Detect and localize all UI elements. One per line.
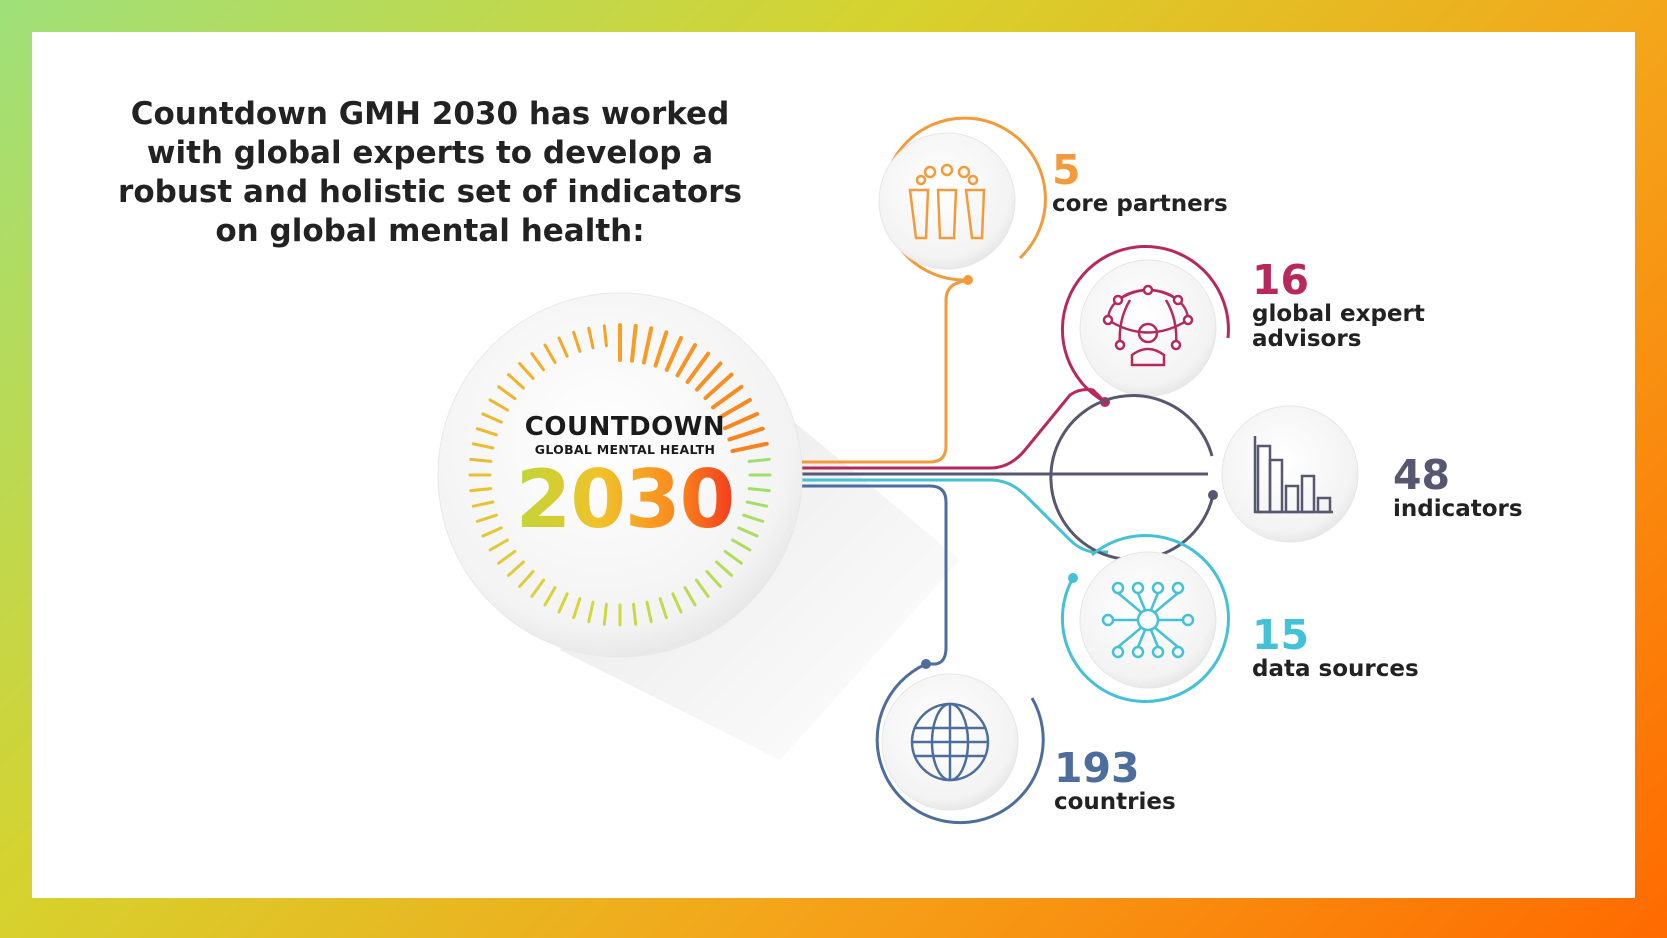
stat-data-sources: 15 data sources — [1252, 613, 1419, 682]
stat-label: global expert advisors — [1252, 301, 1425, 352]
stat-indicators-node — [1049, 394, 1359, 562]
bar-chart-icon — [1253, 436, 1333, 514]
stat-value: 193 — [1054, 744, 1140, 792]
dial-tick — [543, 343, 557, 364]
dial-tick — [703, 372, 734, 401]
dial-tick — [557, 592, 569, 614]
dial-tick — [587, 600, 595, 624]
network-globe-person-icon — [1102, 284, 1194, 367]
dial-tick — [507, 373, 525, 390]
dial-tick — [518, 362, 535, 380]
dial-tick — [694, 578, 710, 598]
dial-tick — [727, 426, 765, 442]
dial-tick — [747, 487, 771, 493]
countdown-logo-disc — [437, 292, 803, 658]
dial-tick — [475, 427, 498, 437]
headline: Countdown GMH 2030 has worked with globa… — [118, 96, 742, 249]
countdown-dial-ticks — [468, 323, 772, 627]
dial-tick — [497, 549, 517, 565]
stat-partners-node — [878, 116, 1047, 282]
stat-value: 5 — [1052, 146, 1081, 194]
dial-tick — [723, 549, 743, 565]
dial-tick — [717, 398, 752, 420]
dial-tick — [705, 570, 722, 588]
dial-tick — [745, 500, 769, 508]
stat-value: 48 — [1393, 451, 1451, 499]
dial-tick — [497, 385, 517, 401]
stat-label: core partners — [1052, 191, 1228, 217]
stat-countries: 193 countries — [1054, 746, 1176, 815]
countdown-logo-text: COUNTDOWN GLOBAL MENTAL HEALTH 2030 — [500, 412, 750, 542]
dial-tick — [488, 398, 509, 412]
dial-tick — [557, 336, 569, 358]
logo-subtitle: GLOBAL MENTAL HEALTH — [534, 442, 716, 457]
dial-tick — [694, 361, 723, 392]
dial-tick — [530, 578, 546, 598]
dial-tick — [530, 352, 546, 372]
dial-tick — [747, 457, 771, 463]
stat-indicators: 48 indicators — [1393, 453, 1523, 522]
connector-advisors — [800, 388, 1107, 470]
dial-tick — [723, 411, 760, 431]
dial-tick — [731, 538, 752, 552]
stat-value: 15 — [1252, 611, 1310, 659]
dial-tick — [471, 442, 495, 450]
dial-tick — [671, 592, 683, 614]
dial-tick — [481, 412, 503, 424]
dial-tick — [685, 351, 711, 384]
dial-tick — [653, 330, 669, 368]
dial-tick — [475, 513, 498, 523]
stat-label: indicators — [1393, 496, 1523, 522]
stat-data-sources-node — [1061, 534, 1230, 703]
dial-tick — [664, 335, 684, 372]
dial-tick — [543, 586, 557, 607]
dial-tick — [737, 526, 759, 538]
dial-tick — [469, 457, 493, 463]
dial-tick — [675, 343, 697, 378]
dial-tick — [602, 324, 608, 348]
stat-partners: 5 core partners — [1052, 148, 1228, 217]
connector-countries — [800, 484, 948, 666]
dial-tick — [481, 526, 503, 538]
logo-year: 2030 — [500, 458, 750, 542]
dial-tick — [632, 602, 638, 626]
dial-tick — [730, 441, 769, 454]
dial-tick — [572, 330, 582, 353]
dial-tick — [645, 600, 653, 624]
stat-label: data sources — [1252, 656, 1419, 682]
stat-advisors-node — [1060, 245, 1230, 404]
dial-tick — [602, 602, 608, 626]
stat-value: 16 — [1252, 256, 1310, 304]
dial-tick — [518, 570, 535, 588]
dial-tick — [572, 597, 582, 620]
stat-label: countries — [1054, 789, 1176, 815]
dial-tick — [683, 586, 697, 607]
dial-tick — [630, 323, 638, 363]
people-group-icon — [908, 163, 986, 240]
data-nodes-icon — [1101, 581, 1195, 659]
dial-tick — [469, 487, 493, 493]
dial-tick — [711, 384, 744, 410]
dial-tick — [658, 597, 668, 620]
dial-tick — [471, 500, 495, 508]
dial-tick — [507, 560, 525, 577]
dial-tick — [488, 538, 509, 552]
logo-title: COUNTDOWN — [524, 412, 726, 442]
stat-advisors: 16 global expert advisors — [1252, 258, 1452, 352]
connector-partners — [800, 278, 969, 464]
dial-tick — [742, 513, 765, 523]
globe-icon — [910, 702, 990, 782]
connector-data-sources — [800, 478, 1108, 554]
dial-tick — [641, 326, 654, 365]
dial-tick — [587, 326, 595, 350]
stat-countries-node — [875, 662, 1045, 825]
dial-tick — [715, 560, 733, 577]
